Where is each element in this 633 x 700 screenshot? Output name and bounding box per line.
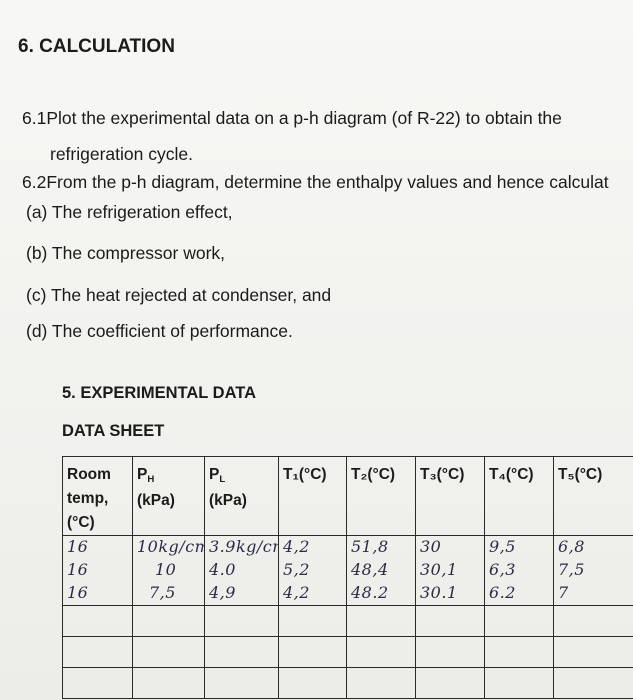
item-a: (a) The refrigeration effect, xyxy=(26,202,233,222)
cell-pl: 3.9kg/cm² xyxy=(204,535,279,559)
section-title: 6. CALCULATION xyxy=(18,36,175,57)
experimental-data-title: 5. EXPERIMENTAL DATA xyxy=(62,384,257,402)
instruction-6-2: 6.2From the p-h diagram, determine the e… xyxy=(22,172,609,192)
header-ph: PH (kPa) xyxy=(132,456,205,536)
item-d: (d) The coefficient of performance. xyxy=(26,321,293,341)
cell-pl: 4.0 xyxy=(204,559,279,582)
cell-t5: 7,5 xyxy=(553,559,633,582)
table-row: 16 7,5 4,9 4,2 48.2 30.1 6.2 7 xyxy=(62,582,633,606)
cell-t5: 6,8 xyxy=(553,535,633,559)
cell-t3: 30 xyxy=(415,535,485,559)
cell-t1: 4,2 xyxy=(278,535,347,559)
cell-room: 16 xyxy=(62,582,133,606)
header-t4: T₄(°C) xyxy=(484,456,554,536)
table-row-empty xyxy=(62,605,633,637)
cell-t1: 4,2 xyxy=(278,582,347,606)
cell-t3: 30,1 xyxy=(415,559,485,582)
cell-ph: 10kg/cm² xyxy=(132,535,205,559)
header-room-temp: Room temp, (°C) xyxy=(62,456,133,536)
instruction-6-1-cont: refrigeration cycle. xyxy=(50,144,193,164)
cell-ph: 10 xyxy=(132,559,205,582)
header-t5: T₅(°C) xyxy=(553,456,633,536)
table-row: 16 10kg/cm² 3.9kg/cm² 4,2 51,8 30 9,5 6,… xyxy=(62,535,633,559)
cell-t5: 7 xyxy=(553,582,633,606)
cell-t2: 51,8 xyxy=(346,535,416,559)
data-table: Room temp, (°C) PH (kPa) PL (kPa) T₁(°C) T… xyxy=(62,456,633,699)
table-header-row: Room temp, (°C) PH (kPa) PL (kPa) T₁(°C) T… xyxy=(62,456,633,536)
cell-t2: 48.2 xyxy=(346,582,416,606)
item-b: (b) The compressor work, xyxy=(26,243,226,263)
cell-t1: 5,2 xyxy=(278,559,347,582)
table-row: 16 10 4.0 5,2 48,4 30,1 6,3 7,5 xyxy=(62,559,633,582)
instruction-6-1: 6.1Plot the experimental data on a p-h d… xyxy=(22,108,562,128)
header-t2: T₂(°C) xyxy=(346,456,416,536)
cell-t3: 30.1 xyxy=(415,582,485,606)
cell-t2: 48,4 xyxy=(346,559,416,582)
cell-room: 16 xyxy=(62,535,133,559)
table-row-empty xyxy=(62,636,633,668)
cell-t4: 6,3 xyxy=(484,559,554,582)
header-t1: T₁(°C) xyxy=(278,456,347,536)
cell-pl: 4,9 xyxy=(204,582,279,606)
cell-room: 16 xyxy=(62,559,133,582)
table-row-empty xyxy=(62,667,633,699)
header-t3: T₃(°C) xyxy=(415,456,485,536)
cell-t4: 6.2 xyxy=(484,582,554,606)
cell-ph: 7,5 xyxy=(132,582,205,606)
data-sheet-subtitle: DATA SHEET xyxy=(62,422,165,440)
item-c: (c) The heat rejected at condenser, and xyxy=(26,285,332,305)
header-pl: PL (kPa) xyxy=(204,456,279,536)
cell-t4: 9,5 xyxy=(484,535,554,559)
